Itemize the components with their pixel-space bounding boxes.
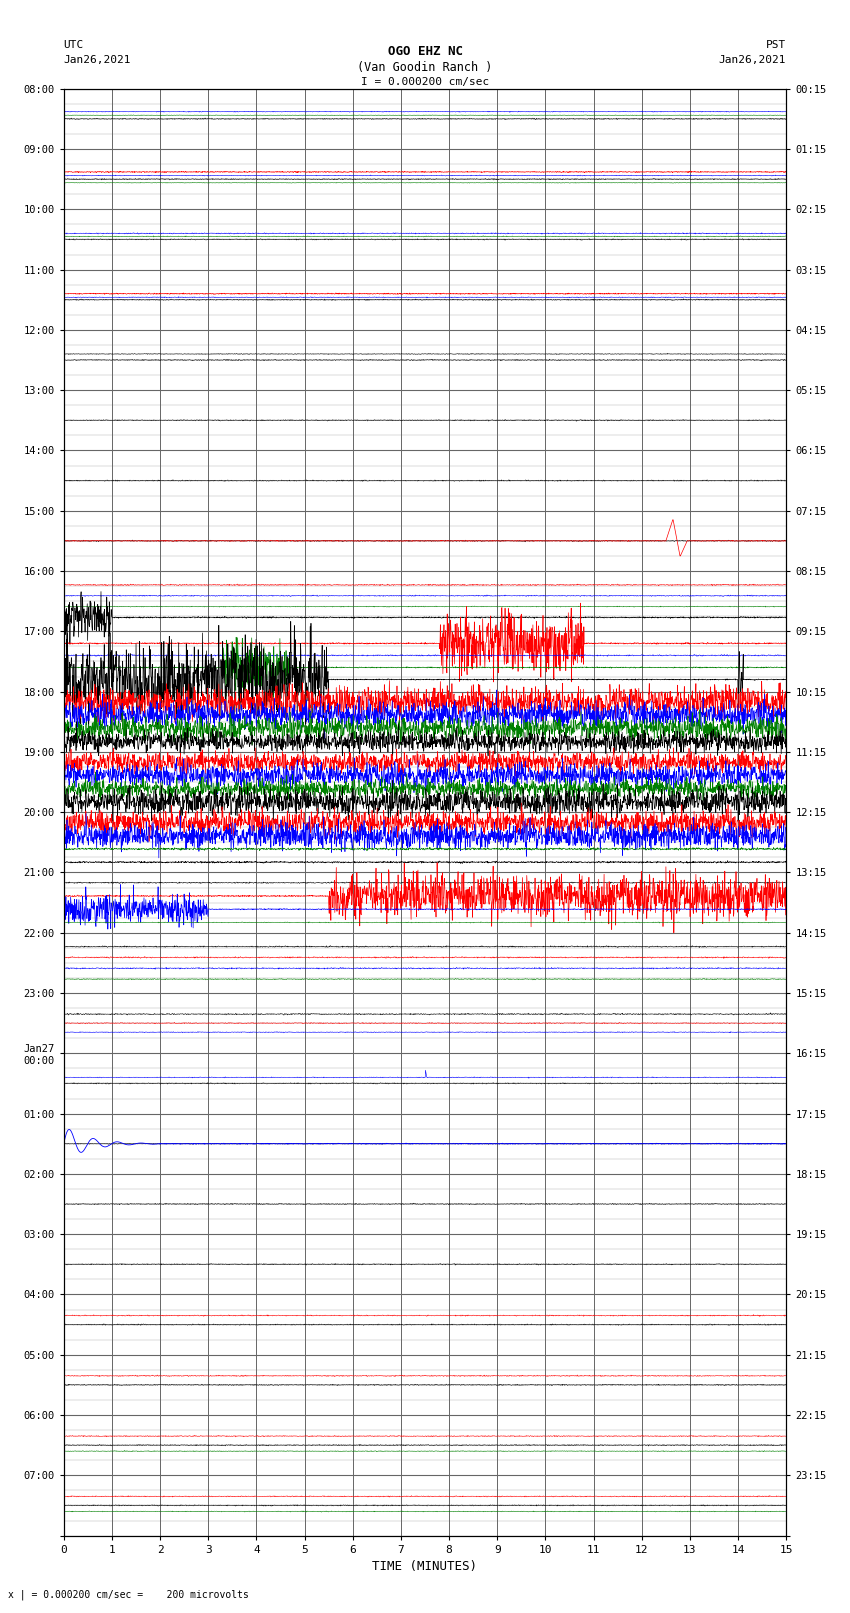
Text: UTC: UTC [64, 40, 84, 50]
Text: x | = 0.000200 cm/sec =    200 microvolts: x | = 0.000200 cm/sec = 200 microvolts [8, 1589, 249, 1600]
X-axis label: TIME (MINUTES): TIME (MINUTES) [372, 1560, 478, 1573]
Text: (Van Goodin Ranch ): (Van Goodin Ranch ) [357, 61, 493, 74]
Text: OGO EHZ NC: OGO EHZ NC [388, 45, 462, 58]
Text: PST: PST [766, 40, 786, 50]
Text: Jan26,2021: Jan26,2021 [719, 55, 786, 65]
Text: Jan26,2021: Jan26,2021 [64, 55, 131, 65]
Text: I = 0.000200 cm/sec: I = 0.000200 cm/sec [361, 77, 489, 87]
